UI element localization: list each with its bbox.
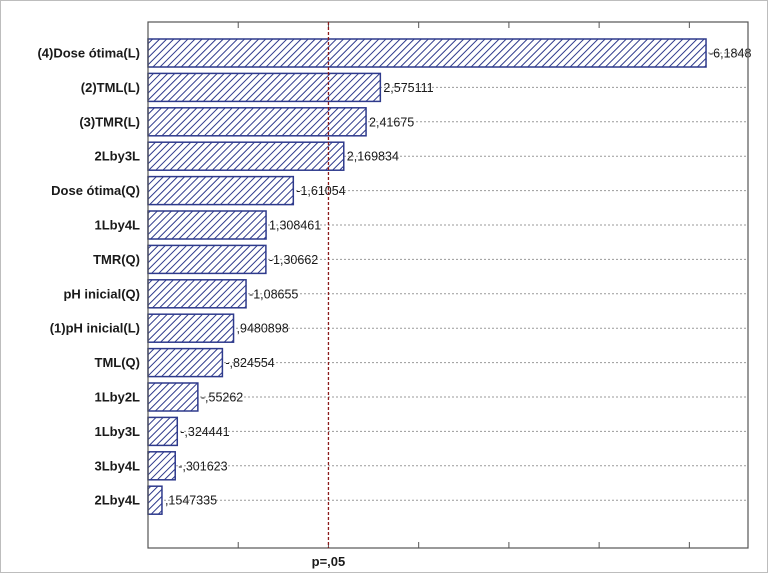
category-label: (1)pH inicial(L)	[50, 321, 140, 336]
bar	[147, 175, 295, 206]
bar	[147, 485, 163, 515]
data-label: 2,575111	[383, 81, 433, 95]
data-label: 1,308461	[269, 219, 321, 233]
data-label: -,301623	[178, 459, 227, 473]
label-layer: (4)Dose ótima(L) -6,1848 (2)TML(L) 2,575111…	[37, 46, 751, 508]
bar	[147, 72, 382, 103]
data-label: 2,41675	[369, 115, 414, 129]
bar	[147, 416, 179, 447]
category-label: 2Lby4L	[94, 493, 140, 508]
bar-layer	[147, 38, 707, 515]
category-label: TMR(Q)	[93, 252, 140, 267]
bar	[147, 347, 224, 378]
category-label: 1Lby3L	[94, 424, 140, 439]
category-label: (3)TMR(L)	[79, 114, 140, 129]
data-label: -,824554	[225, 356, 274, 370]
bar	[147, 451, 176, 481]
bar	[147, 313, 235, 343]
data-label: -1,08655	[249, 287, 298, 301]
reference-line-label: p=,05	[312, 554, 346, 569]
plot-area-border	[147, 21, 749, 549]
category-label: 1Lby4L	[94, 218, 140, 233]
category-label: (4)Dose ótima(L)	[37, 46, 140, 61]
bar	[147, 382, 199, 412]
data-label: ,9480898	[237, 322, 289, 336]
category-label: Dose ótima(Q)	[51, 183, 140, 198]
category-label: 1Lby2L	[94, 390, 140, 405]
category-label: 2Lby3L	[94, 149, 140, 164]
data-label: -6,1848	[709, 47, 751, 61]
bar	[147, 107, 367, 137]
data-label: -,324441	[180, 425, 229, 439]
data-label: ,1547335	[165, 494, 217, 508]
data-label: -1,30662	[269, 253, 318, 267]
bar	[147, 38, 707, 68]
data-label: 2,169834	[347, 150, 399, 164]
bar	[147, 279, 247, 309]
category-label: TML(Q)	[95, 355, 140, 370]
bar	[147, 210, 267, 240]
bar	[147, 141, 345, 171]
category-label: 3Lby4L	[94, 458, 140, 473]
data-label: -1,61054	[296, 184, 345, 198]
data-label: -,55262	[201, 391, 243, 405]
category-label: pH inicial(Q)	[63, 286, 140, 301]
category-label: (2)TML(L)	[81, 80, 140, 95]
bar	[147, 244, 267, 275]
